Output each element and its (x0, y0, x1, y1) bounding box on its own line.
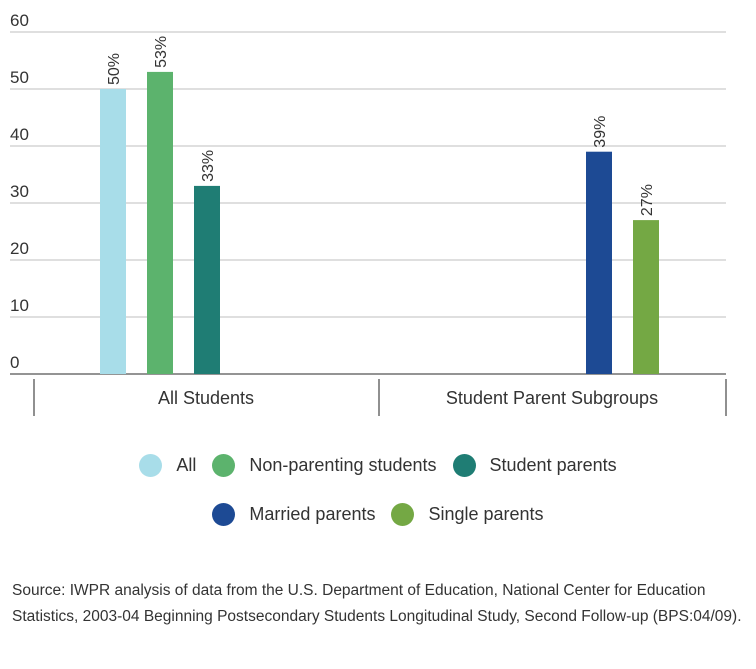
bar-data-label: 39% (592, 116, 609, 148)
bar (100, 89, 126, 374)
bar (194, 185, 220, 374)
legend-label-non-parenting: Non-parenting students (249, 455, 437, 475)
bar-data-label: 27% (639, 184, 656, 216)
bar-data-label: 50% (106, 53, 123, 85)
y-tick-label: 60 (10, 11, 29, 30)
y-tick-label: 20 (10, 239, 29, 258)
bar-data-label: 33% (200, 150, 217, 182)
y-tick-label: 40 (10, 125, 29, 144)
bar-data-label: 53% (153, 36, 170, 68)
bar (633, 220, 659, 374)
legend-item-all: All (139, 454, 196, 477)
x-category-label: All Students (158, 388, 254, 408)
legend-row-2: Married parents Single parents (0, 503, 756, 526)
y-tick-label: 50 (10, 68, 29, 87)
bar (147, 71, 173, 375)
legend-label-all: All (176, 455, 197, 475)
y-tick-label: 30 (10, 182, 29, 201)
x-category-label: Student Parent Subgroups (446, 388, 658, 408)
legend-swatch-single-parents (391, 503, 415, 526)
legend-item-single-parents: Single parents (391, 503, 544, 526)
legend-item-student-parents: Student parents (452, 454, 617, 477)
legend-item-non-parenting: Non-parenting students (212, 454, 437, 477)
legend-row-1: All Non-parenting students Student paren… (0, 454, 756, 477)
legend-label-single-parents: Single parents (428, 504, 544, 524)
legend-label-student-parents: Student parents (489, 455, 617, 475)
bar-chart: 0 10 20 30 40 50 60 50% 53% 33% 39% 27% All Students… (10, 11, 727, 416)
legend-swatch-married-parents (212, 503, 236, 526)
y-tick-label: 10 (10, 296, 29, 315)
bar (586, 151, 612, 374)
y-tick-label: 0 (10, 353, 19, 372)
legend-label-married-parents: Married parents (249, 504, 376, 524)
legend-swatch-student-parents (452, 454, 476, 477)
legend-item-married-parents: Married parents (212, 503, 375, 526)
legend-swatch-all (139, 454, 163, 477)
source-note: Source: IWPR analysis of data from the U… (12, 582, 742, 625)
legend-swatch-non-parenting (212, 454, 236, 477)
